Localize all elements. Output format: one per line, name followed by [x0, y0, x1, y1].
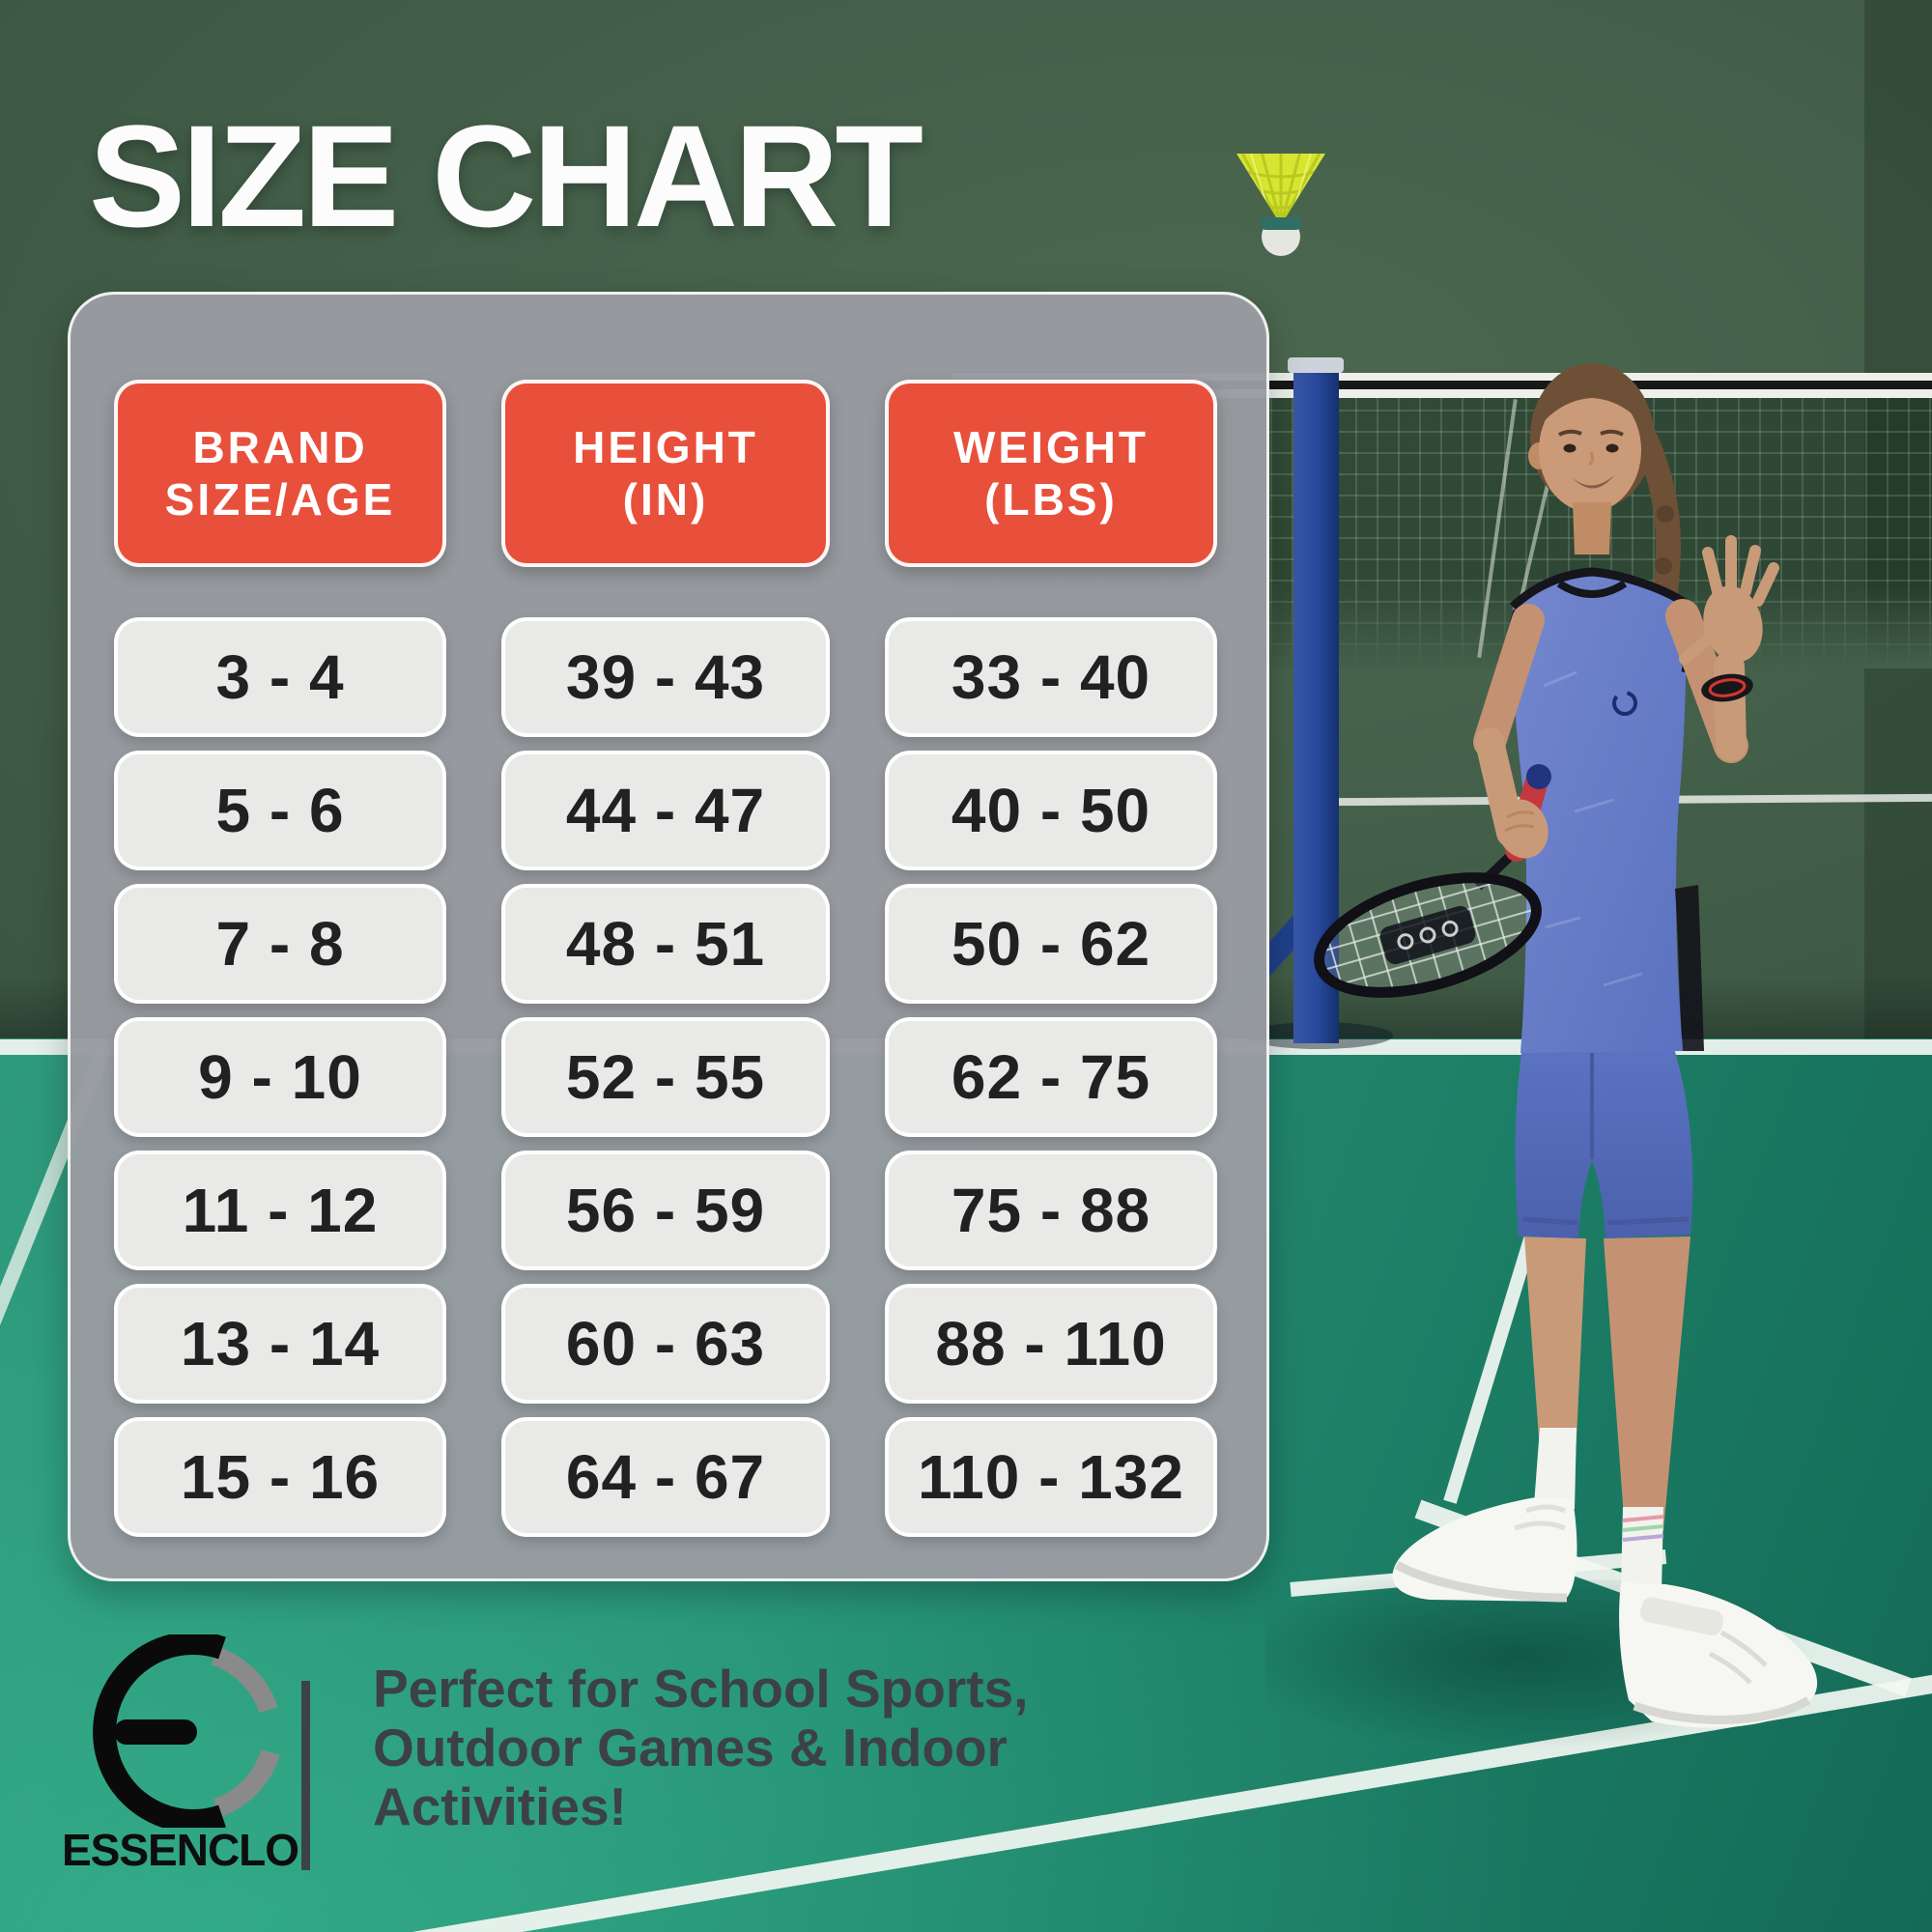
table-header-row: BRAND SIZE/AGE HEIGHT (IN) WEIGHT (LBS) [114, 380, 1217, 567]
net-band-stripe [952, 381, 1932, 389]
cell-height: 48 - 51 [501, 884, 830, 1004]
cell-weight: 62 - 75 [885, 1017, 1217, 1137]
table-body: 3 - 4 39 - 43 33 - 40 5 - 6 44 - 47 40 -… [114, 617, 1217, 1537]
net-post-cap [1288, 357, 1344, 373]
cell-weight: 110 - 132 [885, 1417, 1217, 1537]
footer-tagline: Perfect for School Sports, Outdoor Games… [373, 1659, 1029, 1836]
cell-size-age: 15 - 16 [114, 1417, 446, 1537]
cell-weight: 50 - 62 [885, 884, 1217, 1004]
size-chart-panel: BRAND SIZE/AGE HEIGHT (IN) WEIGHT (LBS) … [68, 292, 1269, 1581]
brand-name: ESSENCLO [62, 1825, 299, 1875]
wall-corner-shadow [1864, 0, 1932, 1043]
cell-size-age: 13 - 14 [114, 1284, 446, 1404]
cell-size-age: 3 - 4 [114, 617, 446, 737]
cell-weight: 75 - 88 [885, 1151, 1217, 1270]
header-height-in: HEIGHT (IN) [501, 380, 830, 567]
footer-divider [301, 1681, 310, 1870]
cell-size-age: 7 - 8 [114, 884, 446, 1004]
cell-size-age: 9 - 10 [114, 1017, 446, 1137]
cell-weight: 88 - 110 [885, 1284, 1217, 1404]
header-brand-size-age: BRAND SIZE/AGE [114, 380, 446, 567]
badminton-player-girl [1311, 363, 1818, 1728]
essenclo-logo-icon [93, 1634, 280, 1828]
cell-weight: 40 - 50 [885, 751, 1217, 870]
cell-size-age: 11 - 12 [114, 1151, 446, 1270]
cell-height: 60 - 63 [501, 1284, 830, 1404]
header-weight-lbs: WEIGHT (LBS) [885, 380, 1217, 567]
cell-height: 39 - 43 [501, 617, 830, 737]
cell-size-age: 5 - 6 [114, 751, 446, 870]
cell-height: 44 - 47 [501, 751, 830, 870]
cell-height: 56 - 59 [501, 1151, 830, 1270]
shuttlecock-icon [1236, 154, 1325, 256]
cell-height: 64 - 67 [501, 1417, 830, 1537]
cell-weight: 33 - 40 [885, 617, 1217, 737]
page-title: SIZE CHART [89, 95, 923, 257]
cell-height: 52 - 55 [501, 1017, 830, 1137]
